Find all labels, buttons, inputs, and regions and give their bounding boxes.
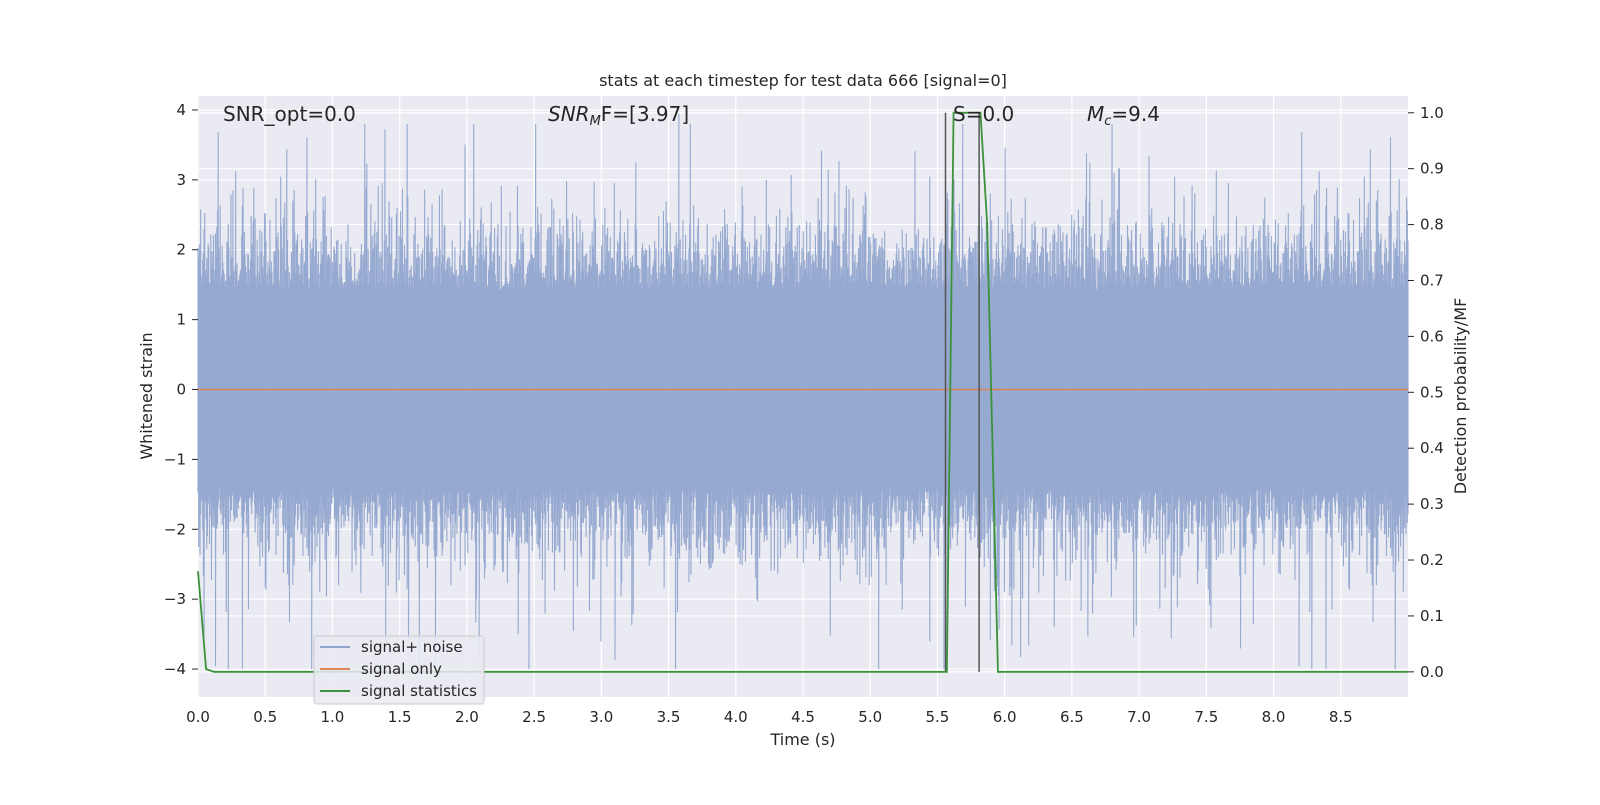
- x-tick-label: 1.5: [388, 708, 412, 726]
- x-tick-label: 4.0: [724, 708, 748, 726]
- annotation-snr-mf-main: SNR: [548, 102, 590, 126]
- y-tick-label: 0: [176, 381, 186, 399]
- x-tick-label: 5.5: [926, 708, 950, 726]
- y-tick-label: −1: [164, 450, 186, 468]
- annotation-snr-mf-rest: F=[3.97]: [601, 102, 689, 126]
- annotation-s: S=0.0: [953, 102, 1014, 126]
- y2-axis-title: Detection probability/MF: [1451, 298, 1470, 495]
- x-tick-label: 1.0: [321, 708, 345, 726]
- noise-series: [197, 113, 1409, 670]
- annotation-mc-rest: =9.4: [1111, 102, 1160, 126]
- x-tick-label: 2.5: [522, 708, 546, 726]
- y-tick-label: 4: [176, 101, 186, 119]
- x-tick-label: 7.5: [1194, 708, 1218, 726]
- y2-tick-label: 0.4: [1420, 439, 1444, 457]
- x-tick-label: 0.5: [253, 708, 277, 726]
- chart-title: stats at each timestep for test data 666…: [599, 71, 1007, 90]
- y2-tick-label: 0.6: [1420, 327, 1444, 345]
- y2-tick-label: 0.7: [1420, 271, 1444, 289]
- x-tick-label: 8.5: [1329, 708, 1353, 726]
- x-tick-label: 5.0: [858, 708, 882, 726]
- y2-tick-label: 0.9: [1420, 160, 1444, 178]
- y2-ticks: 0.0 0.1 0.2 0.3 0.4 0.5 0.6 0.7 0.8 0.9 1.0: [1408, 104, 1444, 681]
- y-axis-title: Whitened strain: [137, 332, 156, 459]
- annotation-mc: Mc=9.4: [1087, 102, 1160, 129]
- legend: signal+ noise signal only signal statist…: [313, 635, 485, 705]
- y-tick-label: −3: [164, 590, 186, 608]
- x-tick-label: 2.0: [455, 708, 479, 726]
- y-tick-label: −2: [164, 520, 186, 538]
- y2-tick-label: 0.2: [1420, 551, 1444, 569]
- y2-tick-label: 0.1: [1420, 607, 1444, 625]
- signal-statistics-line: [197, 111, 1408, 673]
- y-tick-label: 2: [176, 241, 186, 259]
- noise-trace: [197, 113, 1409, 670]
- x-tick-label: 3.0: [589, 708, 613, 726]
- legend-box: [313, 635, 485, 705]
- annotation-snr-mf: SNRMF=[3.97]: [548, 102, 689, 129]
- x-tick-label: 0.0: [186, 708, 210, 726]
- annotation-mc-main: M: [1087, 102, 1104, 126]
- legend-label-signal: signal only: [361, 660, 442, 678]
- x-tick-label: 7.0: [1127, 708, 1151, 726]
- x-ticks: 0.0 0.5 1.0 1.5 2.0 2.5 3.0 3.5 4.0 4.5 5.0 5.5 6.0 6…: [186, 708, 1353, 726]
- x-axis-title: Time (s): [769, 730, 835, 749]
- annotation-snr-opt: SNR_opt=0.0: [223, 102, 356, 126]
- y2-tick-label: 0.3: [1420, 495, 1444, 513]
- legend-label-noise: signal+ noise: [361, 638, 463, 656]
- x-tick-label: 6.5: [1060, 708, 1084, 726]
- y2-tick-label: 0.0: [1420, 663, 1444, 681]
- x-tick-label: 4.5: [791, 708, 815, 726]
- y2-tick-label: 0.5: [1420, 383, 1444, 401]
- annotation-snr-mf-sub: M: [590, 114, 601, 129]
- annotation-mc-sub: c: [1104, 114, 1111, 129]
- y2-tick-label: 1.0: [1420, 104, 1444, 122]
- x-tick-label: 3.5: [657, 708, 681, 726]
- y-tick-label: 3: [176, 171, 186, 189]
- signal-statistics-series: [197, 111, 1408, 673]
- x-tick-label: 8.0: [1262, 708, 1286, 726]
- legend-label-stats: signal statistics: [361, 682, 477, 700]
- y-tick-label: 1: [176, 311, 186, 329]
- x-tick-label: 6.0: [993, 708, 1017, 726]
- y-ticks: −4 −3 −2 −1 0 1 2 3 4: [164, 101, 198, 678]
- y2-tick-label: 0.8: [1420, 216, 1444, 234]
- vertical-lines: [944, 112, 980, 672]
- y-tick-label: −4: [164, 660, 186, 678]
